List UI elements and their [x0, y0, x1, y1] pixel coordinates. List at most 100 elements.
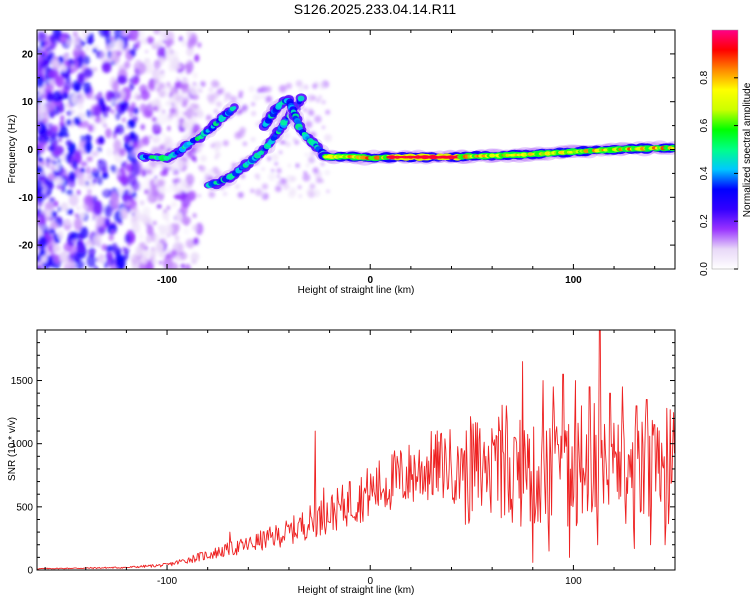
noise-speckle [158, 260, 163, 265]
noise-speckle [193, 103, 200, 110]
noise-speckle [98, 96, 105, 107]
noise-speckle [306, 188, 314, 196]
noise-speckle [174, 85, 179, 90]
noise-speckle [37, 94, 41, 98]
noise-speckle [60, 64, 68, 72]
noise-speckle [48, 46, 52, 51]
noise-speckle [282, 183, 290, 190]
noise-speckle [94, 116, 102, 124]
noise-speckle [290, 175, 297, 182]
noise-speckle [172, 187, 177, 193]
noise-speckle [145, 234, 152, 244]
noise-speckle [129, 131, 136, 140]
noise-speckle [37, 37, 41, 43]
noise-speckle [152, 105, 160, 112]
noise-speckle [126, 106, 133, 114]
noise-speckle [140, 256, 148, 265]
noise-speckle [100, 104, 107, 113]
noise-speckle [123, 60, 131, 69]
y-tick-label: 20 [22, 49, 34, 60]
noise-speckle [156, 179, 165, 187]
noise-speckle [238, 109, 243, 114]
noise-speckle [128, 82, 135, 92]
noise-speckle [42, 189, 46, 195]
noise-speckle [131, 50, 136, 57]
x-tick-label: -100 [157, 576, 177, 587]
noise-speckle [190, 252, 200, 262]
noise-speckle [254, 188, 263, 197]
noise-speckle [166, 205, 171, 210]
noise-speckle [324, 169, 331, 176]
noise-speckle [120, 175, 129, 187]
noise-speckle [118, 148, 126, 157]
noise-speckle [307, 94, 315, 102]
noise-speckle [163, 208, 168, 213]
noise-speckle [305, 116, 311, 122]
noise-speckle [63, 53, 69, 60]
noise-speckle [138, 232, 144, 241]
noise-speckle [153, 59, 161, 70]
noise-speckle [115, 254, 126, 269]
noise-speckle [50, 150, 55, 157]
noise-speckle [84, 134, 92, 143]
noise-speckle [109, 36, 115, 42]
noise-speckle [295, 80, 303, 87]
noise-speckle [152, 220, 157, 226]
noise-speckle [111, 229, 116, 235]
noise-speckle [269, 149, 273, 153]
noise-speckle [53, 150, 60, 156]
noise-speckle [166, 83, 173, 90]
noise-speckle [182, 97, 190, 104]
noise-speckle [173, 242, 179, 249]
x-tick-label: 0 [367, 576, 373, 587]
noise-speckle [131, 254, 135, 259]
noise-speckle [307, 109, 315, 117]
noise-speckle [287, 163, 292, 168]
noise-speckle [106, 147, 112, 157]
noise-speckle [196, 128, 201, 133]
noise-speckle [174, 89, 178, 94]
noise-speckle [158, 250, 166, 258]
noise-speckle [285, 141, 291, 148]
colorbar-gradient [712, 30, 738, 269]
noise-speckle [158, 92, 165, 98]
noise-speckle [153, 135, 161, 144]
noise-speckle [122, 246, 127, 253]
noise-speckle [70, 231, 80, 240]
noise-speckle [179, 71, 185, 78]
noise-speckle [68, 175, 72, 180]
noise-speckle [182, 111, 187, 116]
noise-speckle [80, 167, 86, 173]
noise-speckle [250, 136, 256, 142]
noise-speckle [110, 91, 121, 101]
noise-speckle [99, 50, 109, 63]
noise-speckle [102, 111, 109, 119]
noise-speckle [187, 86, 195, 93]
noise-speckle [144, 61, 153, 74]
noise-speckle [105, 34, 113, 44]
noise-speckle [46, 92, 54, 103]
noise-speckle [113, 139, 122, 152]
noise-speckle [51, 144, 57, 151]
noise-speckle [208, 86, 214, 93]
noise-speckle [104, 204, 113, 218]
noise-speckle [131, 222, 141, 233]
noise-speckle [210, 79, 219, 88]
noise-speckle [133, 78, 139, 85]
noise-speckle [181, 216, 191, 225]
noise-speckle [191, 224, 199, 232]
y-tick-label: 500 [16, 502, 33, 513]
noise-speckle [135, 245, 142, 257]
noise-speckle [48, 79, 56, 86]
noise-speckle [197, 194, 202, 198]
noise-speckle [112, 246, 122, 256]
noise-speckle [165, 40, 171, 49]
noise-speckle [216, 88, 223, 95]
noise-speckle [64, 219, 71, 226]
noise-speckle [53, 105, 61, 116]
noise-speckle [136, 94, 141, 101]
noise-speckle [198, 165, 202, 170]
